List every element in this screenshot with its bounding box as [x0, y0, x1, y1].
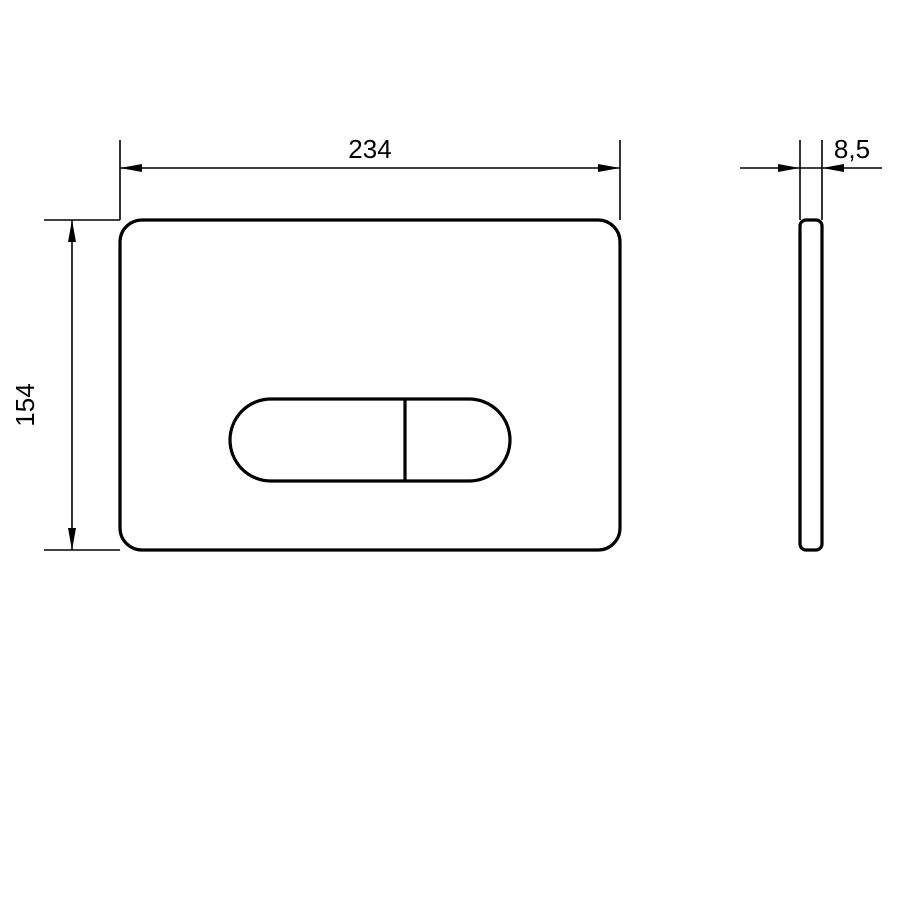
front-view — [120, 220, 620, 550]
side-view-outline — [800, 220, 822, 550]
flush-button-outline — [230, 399, 510, 481]
dim-depth-label: 8,5 — [834, 134, 870, 164]
dim-width-label: 234 — [348, 134, 391, 164]
plate-outline — [120, 220, 620, 550]
dim-height-label: 154 — [10, 383, 40, 426]
